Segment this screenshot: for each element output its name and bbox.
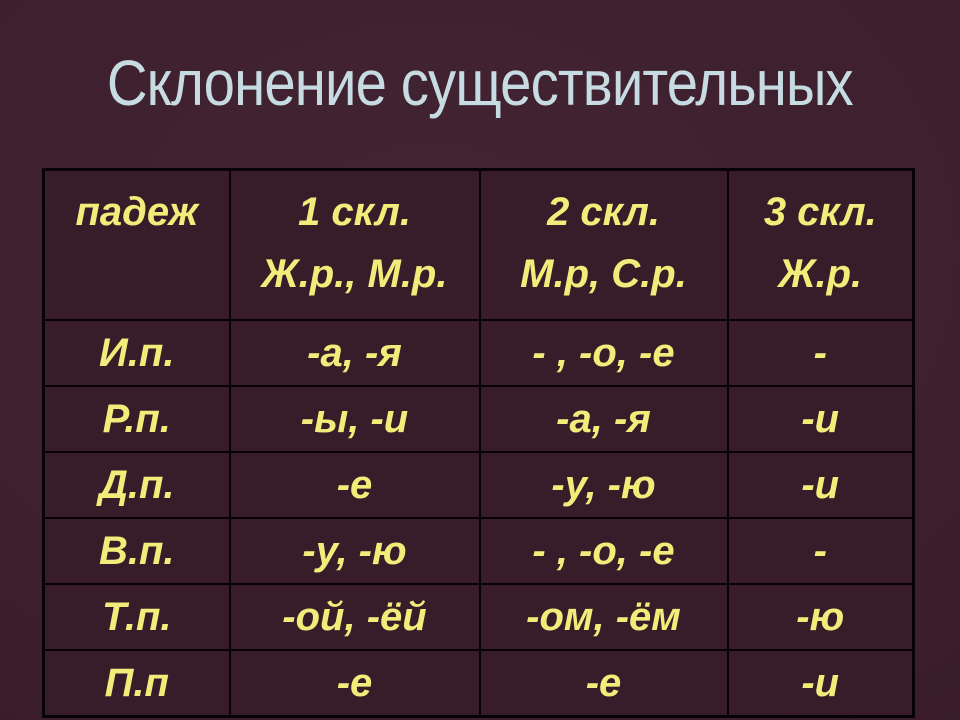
ending-cell: -е (228, 451, 481, 519)
header-declension-3-genders: Ж.р. (778, 252, 863, 296)
header-declension-1-title: 1 скл. (298, 190, 411, 234)
table-row: Д.п. -е -у, -ю -и (42, 451, 915, 519)
header-declension-2-title: 2 скл. (547, 190, 660, 234)
ending-cell: - , -о, -е (478, 319, 729, 387)
slide-title: Склонение существительных (107, 47, 854, 119)
ending-cell: -у, -ю (228, 517, 481, 585)
ending-cell: -е (478, 649, 729, 718)
ending-cell: - (726, 319, 915, 387)
declension-table: падеж 1 скл. Ж.р., М.р. 2 скл. М.р, С.р.… (42, 168, 915, 718)
case-cell: Т.п. (42, 583, 231, 651)
ending-cell: -ой, -ёй (228, 583, 481, 651)
table-row: Р.п. -ы, -и -а, -я -и (42, 385, 915, 453)
case-cell: Р.п. (42, 385, 231, 453)
header-declension-3-cell: 3 скл. Ж.р. (726, 168, 915, 321)
table-header-row: падеж 1 скл. Ж.р., М.р. 2 скл. М.р, С.р.… (42, 168, 915, 321)
header-case-label: падеж (75, 190, 199, 234)
table-row: Т.п. -ой, -ёй -ом, -ём -ю (42, 583, 915, 651)
header-declension-3-title: 3 скл. (763, 190, 877, 234)
ending-cell: -ы, -и (228, 385, 481, 453)
ending-cell: -у, -ю (478, 451, 729, 519)
header-declension-2-genders: М.р, С.р. (520, 252, 687, 296)
header-declension-2-cell: 2 скл. М.р, С.р. (478, 168, 729, 321)
ending-cell: - , -о, -е (478, 517, 729, 585)
case-cell: П.п (42, 649, 231, 718)
ending-cell: -а, -я (228, 319, 481, 387)
table-row: П.п -е -е -и (42, 649, 915, 718)
table-row: В.п. -у, -ю - , -о, -е - (42, 517, 915, 585)
ending-cell: -е (228, 649, 481, 718)
header-declension-1-genders: Ж.р., М.р. (261, 252, 448, 296)
header-declension-1-cell: 1 скл. Ж.р., М.р. (228, 168, 481, 321)
ending-cell: -ю (726, 583, 915, 651)
title-container: Склонение существительных (0, 47, 960, 119)
ending-cell: -а, -я (478, 385, 729, 453)
case-cell: В.п. (42, 517, 231, 585)
ending-cell: -и (726, 385, 915, 453)
ending-cell: -и (726, 451, 915, 519)
ending-cell: - (726, 517, 915, 585)
ending-cell: -ом, -ём (478, 583, 729, 651)
header-case-cell: падеж (42, 168, 231, 321)
case-cell: Д.п. (42, 451, 231, 519)
table-row: И.п. -а, -я - , -о, -е - (42, 319, 915, 387)
case-cell: И.п. (42, 319, 231, 387)
ending-cell: -и (726, 649, 915, 718)
